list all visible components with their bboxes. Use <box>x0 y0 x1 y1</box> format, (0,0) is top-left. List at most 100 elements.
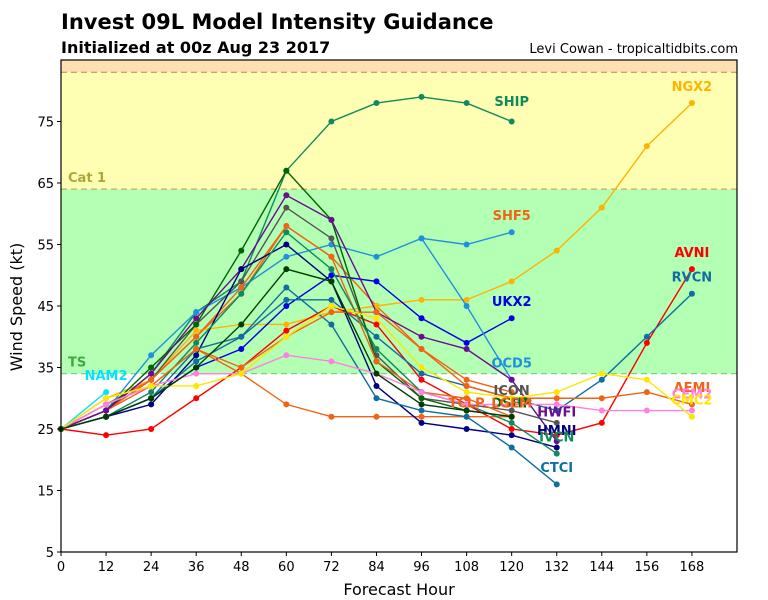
data-point <box>508 376 515 383</box>
data-point <box>283 253 290 260</box>
x-tick-label: 12 <box>98 560 115 575</box>
data-point <box>238 346 245 353</box>
data-point <box>463 376 470 383</box>
data-point <box>328 253 335 260</box>
series-label-tclp: TCLP <box>448 396 484 411</box>
data-point <box>328 303 335 309</box>
data-point <box>553 450 560 457</box>
data-point <box>643 339 650 346</box>
data-point <box>283 223 290 230</box>
series-cmc2 <box>58 303 695 432</box>
data-point <box>283 241 290 248</box>
data-point <box>508 389 515 396</box>
x-tick-label: 120 <box>499 560 524 575</box>
data-point <box>283 284 290 291</box>
data-point <box>193 395 200 402</box>
chart-credit: Levi Cowan - tropicaltidbits.com <box>529 42 738 57</box>
data-point <box>553 395 560 402</box>
series-line <box>60 243 557 449</box>
series-dkgrn <box>58 266 515 432</box>
data-point <box>328 272 335 279</box>
data-point <box>283 229 290 236</box>
data-point <box>463 413 470 420</box>
series-label-nam2: NAM2 <box>85 369 128 384</box>
data-point <box>283 333 290 340</box>
x-tick-label: 108 <box>454 560 479 575</box>
data-point <box>508 315 515 322</box>
chart-title: Invest 09L Model Intensity Guidance <box>61 10 494 34</box>
series-label-icon: ICON <box>494 384 530 399</box>
data-point <box>193 346 200 353</box>
y-tick-label: 55 <box>37 239 54 254</box>
y-tick-label: 65 <box>37 177 54 192</box>
data-point <box>148 426 155 432</box>
data-point <box>193 370 200 377</box>
data-point <box>553 438 560 445</box>
series-ivcn <box>58 229 560 457</box>
data-point <box>418 315 425 322</box>
data-point <box>643 389 650 396</box>
data-point <box>643 376 650 383</box>
data-point <box>688 290 695 297</box>
data-point <box>193 315 200 322</box>
x-tick-label: 132 <box>544 560 569 575</box>
data-point <box>418 93 425 100</box>
data-point <box>328 321 335 328</box>
data-point <box>148 370 155 377</box>
data-point <box>463 303 470 309</box>
series-label-ngx2: NGX2 <box>672 80 713 95</box>
data-point <box>418 395 425 402</box>
data-point <box>328 118 335 125</box>
series-label-cmc2: CMC2 <box>671 393 712 408</box>
data-point <box>553 444 560 451</box>
data-point <box>508 426 515 432</box>
chart-subtitle: Initialized at 00z Aug 23 2017 <box>61 38 331 57</box>
data-point <box>238 284 245 291</box>
data-point <box>373 333 380 340</box>
x-tick-label: 36 <box>188 560 205 575</box>
data-point <box>463 389 470 396</box>
x-tick-label: 96 <box>413 560 430 575</box>
data-point <box>238 333 245 340</box>
data-point <box>418 389 425 396</box>
data-point <box>283 192 290 199</box>
x-tick-label: 144 <box>589 560 614 575</box>
data-point <box>193 309 200 316</box>
series-label-rvcn: RVCN <box>672 270 713 285</box>
data-point <box>238 247 245 254</box>
data-point <box>193 321 200 328</box>
y-axis-label: Wind Speed (kt) <box>7 243 26 372</box>
y-tick-label: 45 <box>37 300 54 315</box>
data-point <box>463 401 470 408</box>
series-line <box>60 391 107 430</box>
data-point <box>418 346 425 353</box>
series-label-hmni: HMNI <box>537 424 577 439</box>
data-point <box>598 395 605 402</box>
data-point <box>688 413 695 420</box>
data-point <box>328 309 335 316</box>
band-label: TS <box>68 356 86 371</box>
data-point <box>463 426 470 432</box>
data-point <box>508 444 515 451</box>
data-point <box>463 346 470 353</box>
data-point <box>463 296 470 303</box>
data-point <box>508 401 515 408</box>
data-point <box>508 395 515 402</box>
data-point <box>553 432 560 439</box>
data-point <box>283 327 290 334</box>
y-tick-label: 75 <box>37 116 54 131</box>
data-point <box>373 100 380 107</box>
band-label: Cat 1 <box>68 171 106 186</box>
data-point <box>148 382 155 389</box>
series-line <box>60 231 558 455</box>
data-point <box>508 229 515 236</box>
data-point <box>328 266 335 273</box>
x-tick-label: 84 <box>368 560 385 575</box>
data-point <box>463 100 470 107</box>
y-tick-label: 25 <box>37 423 54 438</box>
data-point <box>553 419 560 426</box>
series-label-avni: AVNI <box>674 246 709 261</box>
data-point <box>418 296 425 303</box>
data-point <box>643 143 650 150</box>
data-point <box>463 395 470 402</box>
